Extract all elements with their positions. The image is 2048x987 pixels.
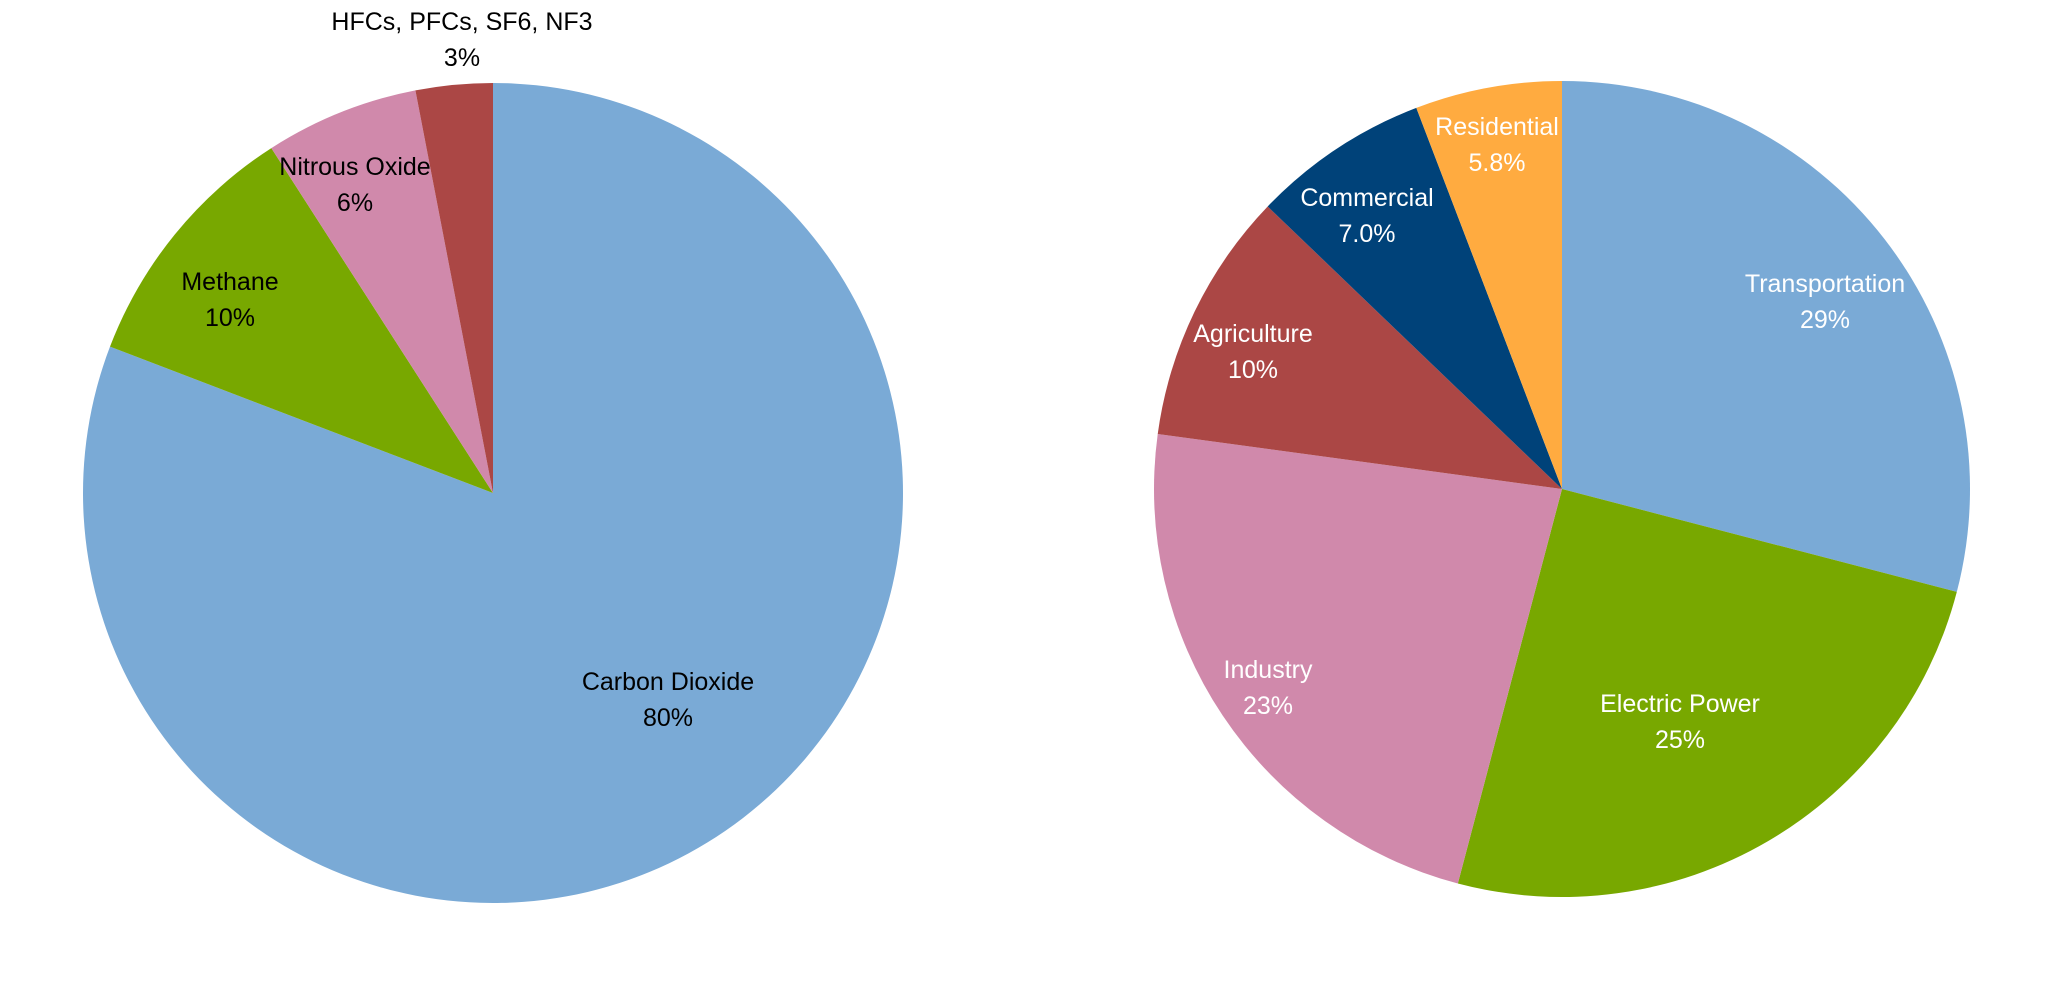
slice-name: Commercial bbox=[1300, 184, 1433, 212]
slice-value: 10% bbox=[205, 304, 255, 332]
slice-name: Transportation bbox=[1745, 270, 1905, 298]
slice-label-carbon-dioxide: Carbon Dioxide 80% bbox=[582, 668, 754, 732]
pie-slice-industry bbox=[1153, 433, 1562, 884]
slice-value: 5.8% bbox=[1469, 149, 1526, 177]
slice-name: Methane bbox=[181, 268, 278, 296]
slice-value: 3% bbox=[444, 44, 480, 72]
slice-label-commercial: Commercial 7.0% bbox=[1300, 184, 1433, 248]
slice-value: 23% bbox=[1243, 692, 1293, 720]
pie-slice-methane bbox=[110, 148, 493, 493]
slice-value: 6% bbox=[337, 189, 373, 217]
slice-value: 25% bbox=[1655, 726, 1705, 754]
pie-slice-agriculture bbox=[1157, 206, 1562, 489]
slice-name: Nitrous Oxide bbox=[279, 153, 430, 181]
slice-value: 7.0% bbox=[1339, 220, 1396, 248]
slice-name: Residential bbox=[1435, 113, 1559, 141]
slice-value: 80% bbox=[643, 704, 693, 732]
slice-label-industry: Industry 23% bbox=[1224, 656, 1313, 720]
slice-name: Electric Power bbox=[1600, 690, 1760, 718]
slice-name: HFCs, PFCs, SF6, NF3 bbox=[331, 8, 592, 36]
slice-name: Carbon Dioxide bbox=[582, 668, 754, 696]
greenhouse-gas-pie: Carbon Dioxide 80% Methane 10% Nitrous Oxide… bbox=[83, 8, 904, 903]
slice-label-electric-power: Electric Power 25% bbox=[1600, 690, 1760, 754]
pie-slice-electric-power bbox=[1457, 489, 1957, 897]
slice-value: 29% bbox=[1800, 306, 1850, 334]
pie-slice-commercial bbox=[1267, 107, 1562, 490]
slice-label-agriculture: Agriculture 10% bbox=[1193, 320, 1313, 384]
slice-name: Industry bbox=[1224, 656, 1313, 684]
pie-slice-hfcs-pfcs-sf6-nf3 bbox=[415, 83, 493, 493]
slice-value: 10% bbox=[1228, 356, 1278, 384]
slice-label-hfcs-pfcs-sf6-nf3: HFCs, PFCs, SF6, NF3 3% bbox=[331, 8, 592, 72]
slice-name: Agriculture bbox=[1193, 320, 1313, 348]
pie-slice-carbon-dioxide bbox=[83, 82, 904, 903]
pie-slice-nitrous-oxide bbox=[271, 90, 493, 493]
sector-pie: Transportation 29% Electric Power 25% Indust… bbox=[1153, 81, 1971, 897]
slice-label-transportation: Transportation 29% bbox=[1745, 270, 1905, 334]
slice-label-residential: Residential 5.8% bbox=[1435, 113, 1559, 177]
slice-label-methane: Methane 10% bbox=[181, 268, 278, 332]
pie-slice-residential bbox=[1416, 81, 1562, 489]
slice-label-nitrous-oxide: Nitrous Oxide 6% bbox=[279, 153, 430, 217]
pie-slice-transportation bbox=[1562, 81, 1971, 592]
